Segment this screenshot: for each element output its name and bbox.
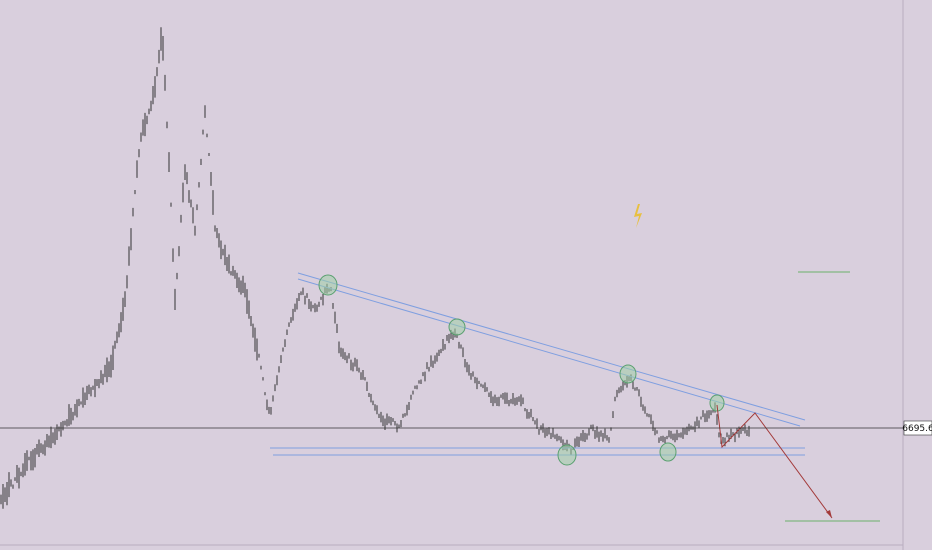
projection-arrowhead <box>826 510 832 518</box>
projection-path <box>716 404 833 519</box>
last-price-box <box>903 420 932 436</box>
touch-marker <box>659 442 677 462</box>
touch-marker <box>448 318 466 336</box>
price-bars <box>0 27 750 509</box>
last-price-label: 6695.6 <box>902 424 932 434</box>
touch-marker <box>709 394 725 412</box>
touch-marker <box>557 444 577 466</box>
lightning-icon <box>634 204 642 228</box>
touch-marker <box>318 274 338 296</box>
touch-marker <box>619 364 637 384</box>
